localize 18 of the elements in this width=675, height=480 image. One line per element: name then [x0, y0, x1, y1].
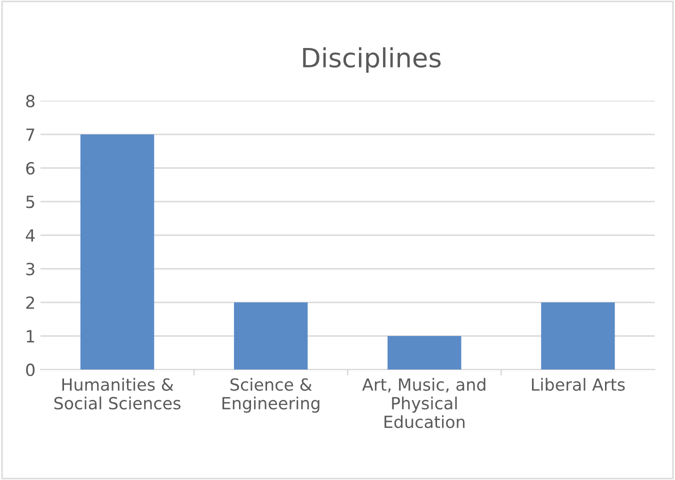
- y-tick-label: 8: [26, 94, 34, 108]
- y-tick-label: 5: [26, 196, 34, 208]
- bar: [80, 134, 154, 370]
- chart-title: Disciplines: [303, 47, 441, 73]
- y-tick-label: 4: [26, 229, 35, 242]
- y-tick-label: 3: [26, 262, 34, 276]
- y-tick-label: 1: [26, 330, 34, 342]
- bar: [541, 302, 615, 370]
- bar: [234, 302, 308, 370]
- x-tick-label: Humanities & Social Sciences: [54, 378, 180, 410]
- x-tick-label: Science & Engineering: [222, 378, 320, 413]
- x-tick-label: Art, Music, and Physical Education: [362, 378, 486, 428]
- y-tick-label: 7: [26, 128, 34, 141]
- y-tick-label: 2: [26, 296, 34, 309]
- y-tick-label: 0: [26, 364, 35, 376]
- y-tick-label: 6: [26, 162, 35, 175]
- bar: [388, 336, 462, 370]
- x-tick-label: Liberal Arts: [532, 378, 625, 391]
